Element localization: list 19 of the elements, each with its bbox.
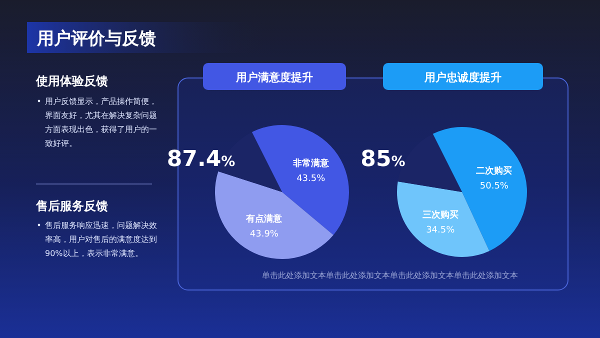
- data-label: 43.5%: [296, 174, 326, 184]
- text: 87.4%: [166, 147, 236, 172]
- chart-title: 用户忠诚度提升: [424, 71, 502, 84]
- data-label: 34.5%: [426, 225, 456, 236]
- text: 85%: [360, 147, 406, 172]
- data-label: 50.5%: [480, 181, 509, 192]
- slice-label: 非常满意: [292, 158, 330, 170]
- text: 单击此处添加文本单击此处添加文本单击此处添加文本单击此处添加文本: [262, 271, 518, 280]
- text: 使用体验反馈: [35, 74, 108, 88]
- chart-title: 用户满意度提升: [235, 71, 313, 84]
- slice-label: 有点满意: [245, 213, 284, 224]
- pie-slice: [215, 171, 334, 259]
- text: 售后服务响应迅速，问题解决效率高，用户对售后的满意度达到90%以上，表示非常满意。: [45, 221, 157, 258]
- text: 售后服务反馈: [35, 199, 108, 213]
- data-label: 43.9%: [250, 229, 279, 240]
- slice-label: 三次购买: [422, 209, 458, 220]
- slice-label: 二次购买: [476, 165, 512, 176]
- text: 用户评价与反馈: [36, 29, 156, 49]
- text: 用户反馈显示，产品操作简便，界面友好，尤其在解决复杂问题方面表现出色，获得了用户的一致好评。: [45, 97, 157, 148]
